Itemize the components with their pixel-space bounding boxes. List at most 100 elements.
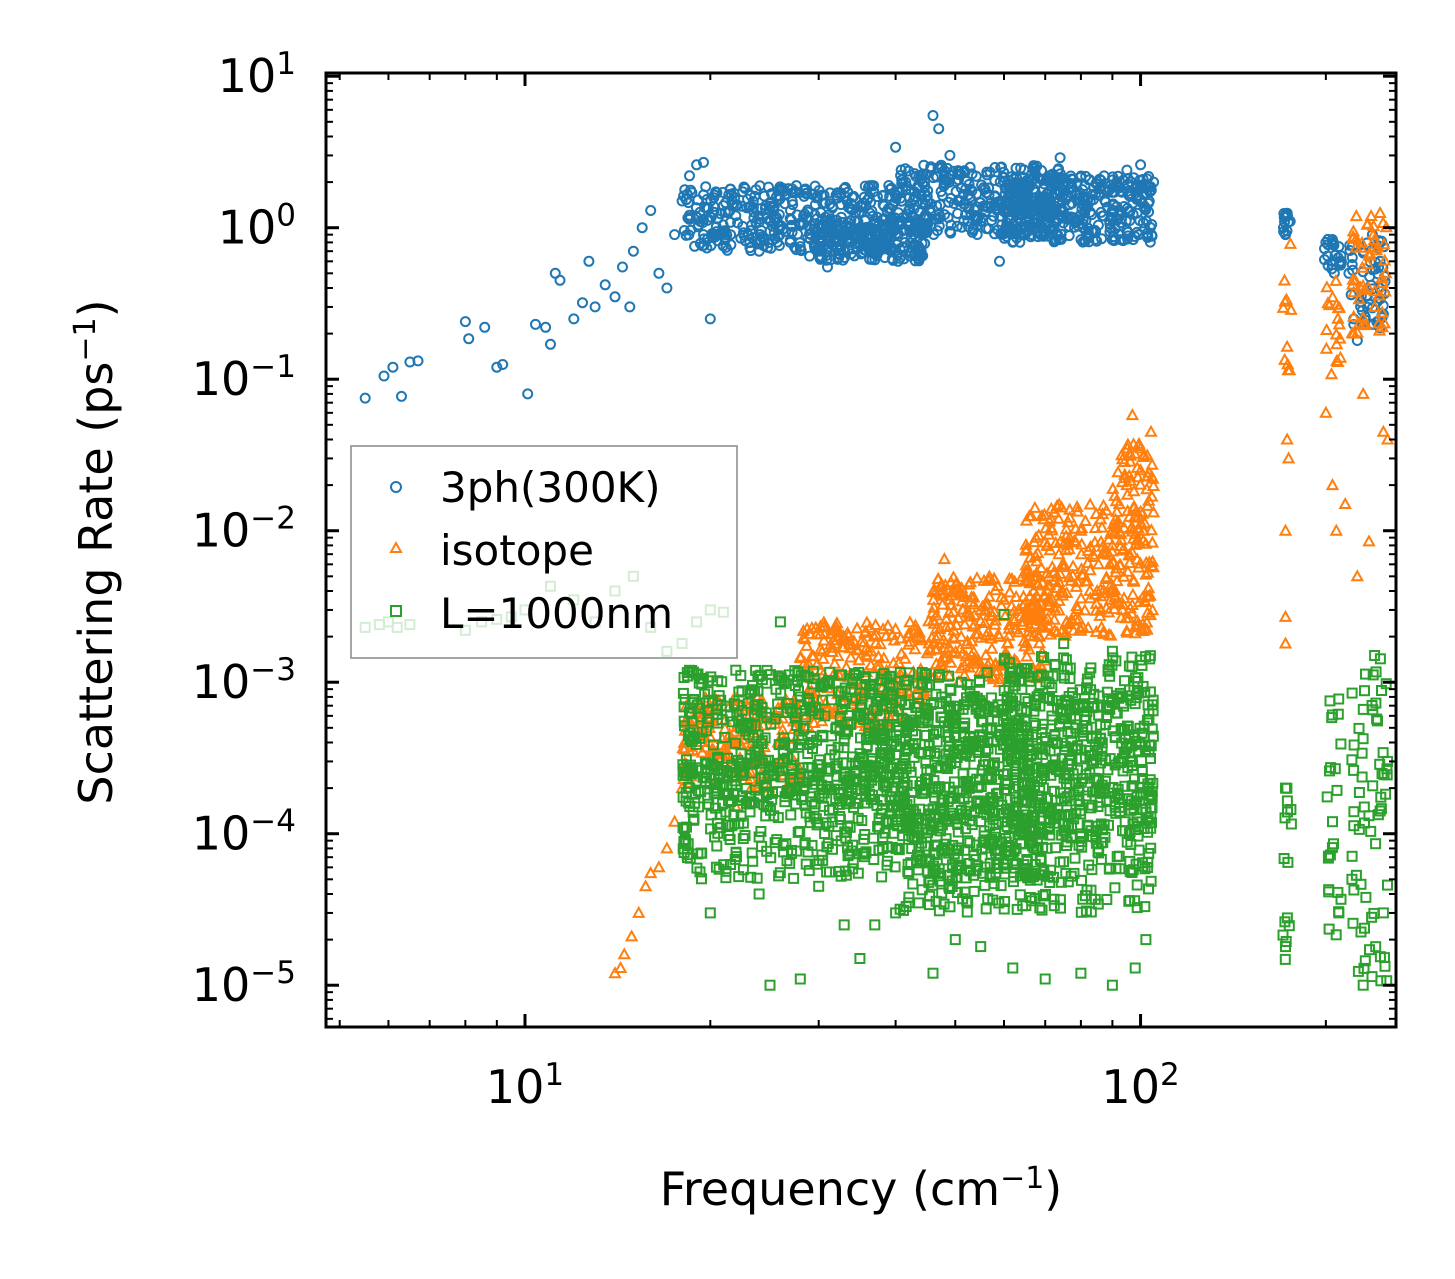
point-l1000 bbox=[720, 872, 732, 884]
point-isotope bbox=[1089, 596, 1104, 609]
point-l1000 bbox=[923, 740, 935, 752]
point-l1000 bbox=[1052, 802, 1064, 814]
point-isotope bbox=[949, 644, 963, 657]
point-l1000 bbox=[785, 782, 797, 794]
point-isotope bbox=[1345, 326, 1359, 339]
point-l1000 bbox=[744, 791, 756, 802]
point-l1000 bbox=[1008, 845, 1020, 856]
point-l1000 bbox=[1107, 652, 1119, 664]
point-l1000 bbox=[1003, 721, 1015, 733]
point-l1000 bbox=[809, 798, 821, 810]
point-3ph bbox=[1053, 209, 1065, 221]
point-isotope bbox=[1145, 489, 1159, 502]
point-isotope bbox=[937, 552, 952, 565]
point-l1000 bbox=[1076, 724, 1088, 736]
point-isotope bbox=[945, 588, 959, 601]
point-l1000 bbox=[1374, 653, 1386, 665]
point-3ph bbox=[866, 180, 878, 192]
point-l1000 bbox=[942, 731, 954, 743]
point-3ph bbox=[1011, 227, 1023, 239]
point-l1000 bbox=[984, 869, 996, 881]
point-l1000 bbox=[1035, 853, 1047, 865]
point-l1000 bbox=[1015, 737, 1027, 749]
point-isotope bbox=[1030, 565, 1044, 578]
point-isotope bbox=[983, 654, 997, 667]
point-isotope bbox=[1070, 504, 1085, 517]
y-tick-label: 101 bbox=[218, 46, 296, 103]
point-3ph bbox=[892, 207, 904, 219]
point-l1000 bbox=[1133, 687, 1145, 699]
point-l1000 bbox=[711, 788, 722, 800]
point-l1000 bbox=[1103, 863, 1115, 875]
point-isotope bbox=[1099, 570, 1114, 583]
point-l1000 bbox=[732, 699, 744, 711]
point-l1000 bbox=[817, 854, 829, 866]
point-l1000 bbox=[1007, 962, 1019, 974]
point-l1000 bbox=[707, 739, 719, 751]
point-3ph bbox=[1127, 234, 1139, 246]
point-l1000 bbox=[1131, 879, 1143, 891]
point-l1000 bbox=[1329, 763, 1341, 775]
point-l1000 bbox=[1335, 893, 1347, 905]
point-l1000 bbox=[794, 973, 806, 985]
point-isotope bbox=[926, 592, 941, 605]
point-l1000 bbox=[730, 846, 742, 858]
point-3ph bbox=[694, 238, 706, 249]
point-l1000 bbox=[1367, 780, 1379, 792]
point-l1000 bbox=[838, 919, 850, 931]
point-isotope bbox=[881, 618, 895, 631]
point-isotope bbox=[1008, 574, 1022, 587]
y-tick-label: 100 bbox=[218, 198, 296, 255]
point-l1000 bbox=[1144, 789, 1156, 801]
point-isotope bbox=[1038, 535, 1052, 548]
point-l1000 bbox=[880, 815, 892, 827]
point-l1000 bbox=[1381, 763, 1393, 775]
point-3ph bbox=[609, 291, 621, 303]
y-axis-title: Scattering Rate (ps−1) bbox=[68, 299, 124, 804]
point-l1000 bbox=[1102, 664, 1114, 676]
point-3ph bbox=[857, 247, 869, 259]
point-3ph bbox=[765, 216, 777, 227]
point-l1000 bbox=[752, 685, 764, 697]
point-3ph bbox=[1141, 187, 1152, 199]
point-3ph bbox=[726, 194, 738, 206]
point-l1000 bbox=[703, 798, 715, 810]
point-isotope bbox=[1068, 521, 1083, 534]
point-l1000 bbox=[1111, 788, 1123, 799]
point-3ph bbox=[845, 215, 857, 226]
y-tick-label: 10−3 bbox=[192, 652, 296, 709]
point-3ph bbox=[1118, 174, 1130, 186]
point-l1000 bbox=[870, 705, 882, 717]
point-isotope bbox=[1089, 603, 1103, 616]
legend-label-isotope: isotope bbox=[440, 526, 594, 575]
point-isotope bbox=[1042, 527, 1056, 540]
point-l1000 bbox=[1333, 906, 1345, 918]
point-isotope bbox=[624, 929, 639, 942]
point-isotope bbox=[1356, 386, 1370, 399]
point-isotope bbox=[969, 627, 983, 640]
point-isotope bbox=[935, 597, 950, 610]
point-3ph bbox=[678, 225, 690, 236]
point-l1000 bbox=[954, 785, 966, 797]
point-l1000 bbox=[755, 826, 767, 837]
point-isotope bbox=[1037, 588, 1051, 601]
point-isotope bbox=[632, 905, 646, 918]
point-l1000 bbox=[1008, 876, 1019, 888]
point-isotope bbox=[1367, 233, 1381, 246]
point-l1000 bbox=[1353, 823, 1365, 835]
point-l1000 bbox=[847, 857, 859, 869]
point-l1000 bbox=[1019, 693, 1031, 704]
point-3ph bbox=[684, 170, 695, 182]
point-isotope bbox=[816, 651, 830, 664]
point-3ph bbox=[1029, 161, 1041, 173]
point-3ph bbox=[1104, 184, 1116, 196]
point-3ph bbox=[900, 176, 912, 188]
point-3ph bbox=[1278, 226, 1290, 238]
point-3ph bbox=[832, 247, 844, 259]
point-isotope bbox=[817, 633, 831, 646]
point-isotope bbox=[1074, 591, 1088, 604]
point-isotope bbox=[1018, 563, 1033, 576]
point-l1000 bbox=[1382, 879, 1393, 891]
point-isotope bbox=[1128, 446, 1142, 459]
point-3ph bbox=[899, 163, 911, 175]
